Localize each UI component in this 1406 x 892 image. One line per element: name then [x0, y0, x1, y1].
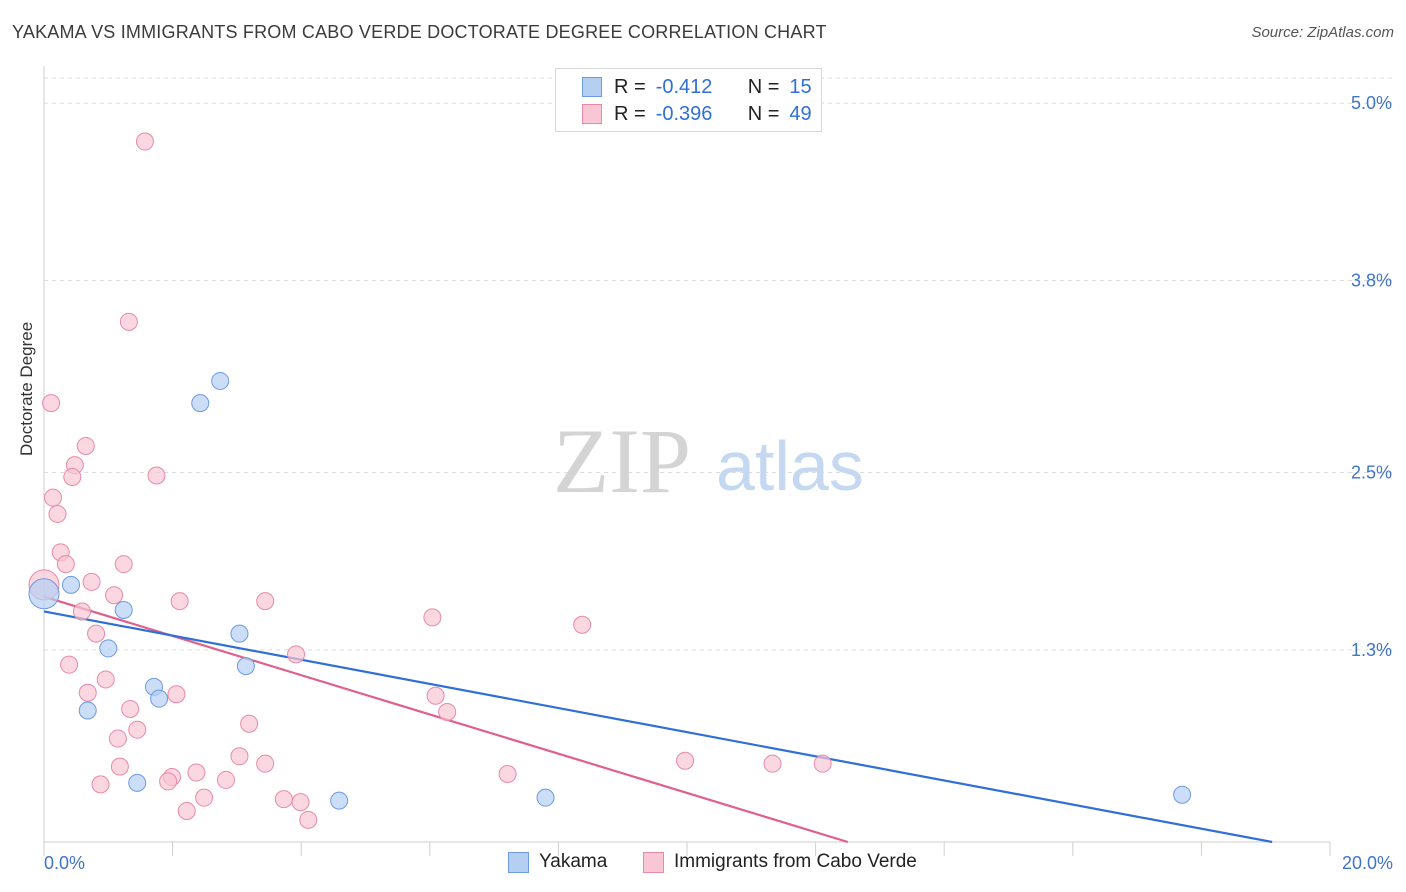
point-cabo-verde — [82, 572, 101, 591]
point-cabo-verde — [438, 702, 457, 721]
point-cabo-verde — [216, 770, 235, 789]
point-yakama — [62, 575, 81, 594]
point-cabo-verde — [105, 586, 124, 605]
point-yakama — [128, 773, 147, 792]
point-cabo-verde — [256, 592, 275, 611]
y-tick-label: 2.5% — [1351, 463, 1392, 483]
legend-r-label: R = — [614, 75, 646, 98]
point-yakama — [191, 394, 210, 413]
point-cabo-verde — [426, 686, 445, 705]
point-cabo-verde — [44, 488, 63, 507]
point-cabo-verde — [274, 790, 293, 809]
point-cabo-verde — [291, 793, 310, 812]
chart-title: YAKAMA VS IMMIGRANTS FROM CABO VERDE DOC… — [12, 22, 827, 42]
point-cabo-verde — [63, 467, 82, 486]
legend-r-label: R = — [614, 102, 646, 125]
point-yakama — [230, 624, 249, 643]
stats-legend: R = -0.412 N = 15 R = -0.396 N = 49 — [555, 68, 822, 132]
source-label: Source: ZipAtlas.com — [1251, 24, 1394, 41]
series-legend: Yakama Immigrants from Cabo Verde — [0, 851, 1406, 879]
point-cabo-verde — [76, 436, 95, 455]
series-label-cabo-verde: Immigrants from Cabo Verde — [674, 851, 917, 872]
point-cabo-verde — [170, 592, 189, 611]
legend-row-yakama: R = -0.412 N = 15 — [582, 74, 812, 100]
point-cabo-verde — [121, 700, 140, 719]
point-yakama — [78, 701, 97, 720]
point-cabo-verde — [60, 655, 79, 674]
series-label-yakama: Yakama — [539, 851, 608, 872]
x-tick-label-min: 0.0% — [44, 853, 85, 873]
point-cabo-verde — [256, 754, 275, 773]
point-yakama — [150, 689, 169, 708]
y-axis-label: Doctorate Degree — [17, 321, 36, 456]
watermark-zip: ZIP — [553, 410, 691, 512]
point-yakama — [114, 600, 133, 619]
series-swatch-pink — [643, 851, 664, 873]
point-cabo-verde — [128, 720, 147, 739]
point-cabo-verde — [87, 624, 106, 643]
point-cabo-verde — [177, 801, 196, 820]
point-yakama — [28, 578, 60, 610]
legend-swatch-pink — [582, 104, 602, 124]
point-cabo-verde — [159, 772, 178, 791]
series-legend-cabo-verde[interactable]: Immigrants from Cabo Verde — [643, 851, 917, 873]
trend-line-yakama — [43, 610, 1273, 844]
point-cabo-verde — [240, 714, 259, 733]
legend-swatch-blue — [582, 77, 602, 97]
y-tick-label: 5.0% — [1351, 93, 1392, 113]
trend-lines — [43, 595, 1273, 844]
point-cabo-verde — [91, 775, 110, 794]
x-tick-label-max: 20.0% — [1342, 853, 1393, 873]
point-yakama — [1173, 785, 1192, 804]
point-cabo-verde — [56, 555, 75, 574]
point-yakama — [211, 371, 230, 390]
y-tick-label: 1.3% — [1351, 640, 1392, 660]
data-points — [28, 132, 1192, 829]
grid-lines — [44, 77, 1392, 651]
point-yakama — [236, 657, 255, 676]
point-cabo-verde — [135, 132, 154, 151]
point-cabo-verde — [167, 685, 186, 704]
axes — [43, 66, 1331, 856]
watermark-atlas: atlas — [716, 427, 864, 505]
legend-n-label: N = — [747, 102, 780, 125]
tick-labels: 5.0% 3.8% 2.5% 1.3% 0.0% 20.0% — [44, 93, 1393, 873]
point-cabo-verde — [72, 602, 91, 621]
point-yakama — [99, 639, 118, 658]
point-cabo-verde — [763, 754, 782, 773]
point-yakama — [330, 791, 349, 810]
legend-r-value: -0.412 — [655, 75, 713, 98]
legend-n-label: N = — [747, 75, 780, 98]
watermark: ZIP atlas — [553, 410, 864, 512]
point-cabo-verde — [287, 645, 306, 664]
point-cabo-verde — [187, 763, 206, 782]
point-cabo-verde — [230, 747, 249, 766]
legend-row-cabo-verde: R = -0.396 N = 49 — [582, 101, 812, 127]
point-cabo-verde — [498, 765, 517, 784]
point-yakama — [536, 788, 555, 807]
legend-r-value: -0.396 — [655, 102, 713, 125]
point-cabo-verde — [813, 754, 832, 773]
point-cabo-verde — [96, 670, 115, 689]
legend-n-value: 49 — [789, 102, 812, 125]
point-cabo-verde — [42, 394, 61, 413]
point-cabo-verde — [108, 729, 127, 748]
point-cabo-verde — [423, 608, 442, 627]
point-cabo-verde — [573, 615, 592, 634]
point-cabo-verde — [78, 683, 97, 702]
point-cabo-verde — [48, 504, 67, 523]
y-tick-label: 3.8% — [1351, 270, 1392, 290]
point-cabo-verde — [195, 788, 214, 807]
point-cabo-verde — [299, 810, 318, 829]
point-cabo-verde — [110, 757, 129, 776]
point-cabo-verde — [147, 466, 166, 485]
point-cabo-verde — [119, 312, 138, 331]
legend-n-value: 15 — [789, 75, 812, 98]
series-legend-yakama[interactable]: Yakama — [508, 851, 607, 873]
series-swatch-blue — [508, 851, 529, 873]
point-cabo-verde — [114, 555, 133, 574]
point-cabo-verde — [676, 751, 695, 770]
